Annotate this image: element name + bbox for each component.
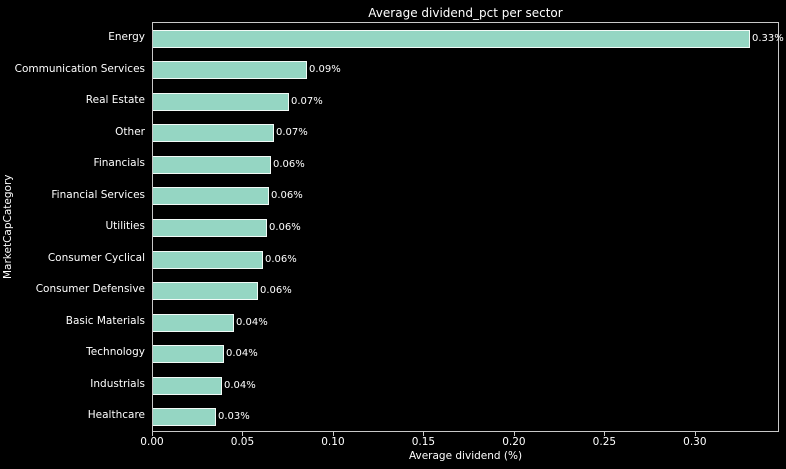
x-tick-mark <box>514 432 515 436</box>
category-label: Industrials <box>90 377 145 390</box>
bar <box>153 251 263 269</box>
x-tick-label: 0.25 <box>592 436 617 448</box>
value-label: 0.06% <box>273 159 305 170</box>
category-label: Basic Materials <box>65 314 145 327</box>
x-tick-label: 0.00 <box>140 436 164 448</box>
category-label: Technology <box>86 346 145 359</box>
bar <box>153 61 307 79</box>
x-tick-label: 0.15 <box>411 436 436 448</box>
category-label: Energy <box>108 31 145 43</box>
value-label: 0.04% <box>226 348 258 359</box>
bar <box>153 345 224 363</box>
value-label: 0.03% <box>218 411 250 422</box>
x-tick-label: 0.10 <box>321 436 345 448</box>
x-tick-mark <box>423 432 424 436</box>
value-label: 0.06% <box>269 222 301 233</box>
chart-title: Average dividend_pct per sector <box>368 6 563 20</box>
x-tick-mark <box>695 432 696 436</box>
x-tick-label: 0.05 <box>230 436 255 448</box>
value-label: 0.07% <box>276 127 308 138</box>
value-label: 0.06% <box>271 190 303 201</box>
bar <box>153 124 274 142</box>
bar <box>153 30 750 48</box>
value-label: 0.04% <box>224 380 256 391</box>
value-label: 0.09% <box>309 64 341 75</box>
x-tick-mark <box>604 432 605 436</box>
bar <box>153 156 271 174</box>
x-axis-label: Average dividend (%) <box>408 450 523 462</box>
bar <box>153 93 289 111</box>
value-label: 0.33% <box>752 33 784 44</box>
category-label: Financials <box>93 157 145 170</box>
value-label: 0.06% <box>260 285 292 296</box>
category-label: Communication Services <box>14 62 145 75</box>
category-label: Consumer Defensive <box>35 283 145 296</box>
bar <box>153 314 234 332</box>
category-label: Real Estate <box>85 94 145 107</box>
value-label: 0.06% <box>265 254 297 265</box>
category-label: Utilities <box>105 220 145 233</box>
value-label: 0.07% <box>291 96 323 107</box>
bar <box>153 377 222 395</box>
bar <box>153 282 258 300</box>
bar <box>153 219 267 237</box>
x-tick-mark <box>152 432 153 436</box>
value-label: 0.04% <box>236 317 268 328</box>
x-tick-label: 0.20 <box>502 436 526 448</box>
x-tick-mark <box>333 432 334 436</box>
bar <box>153 408 216 426</box>
bar <box>153 187 269 205</box>
category-label: Healthcare <box>87 409 145 422</box>
x-tick-mark <box>242 432 243 436</box>
category-label: Other <box>115 125 145 138</box>
x-tick-label: 0.30 <box>683 436 707 448</box>
category-label: Financial Services <box>51 188 145 201</box>
category-label: Consumer Cyclical <box>47 251 145 264</box>
plot-area: 0.33% 0.09% 0.07% 0.07% 0.06% 0.06% 0.06% 0.06%… <box>152 22 784 432</box>
